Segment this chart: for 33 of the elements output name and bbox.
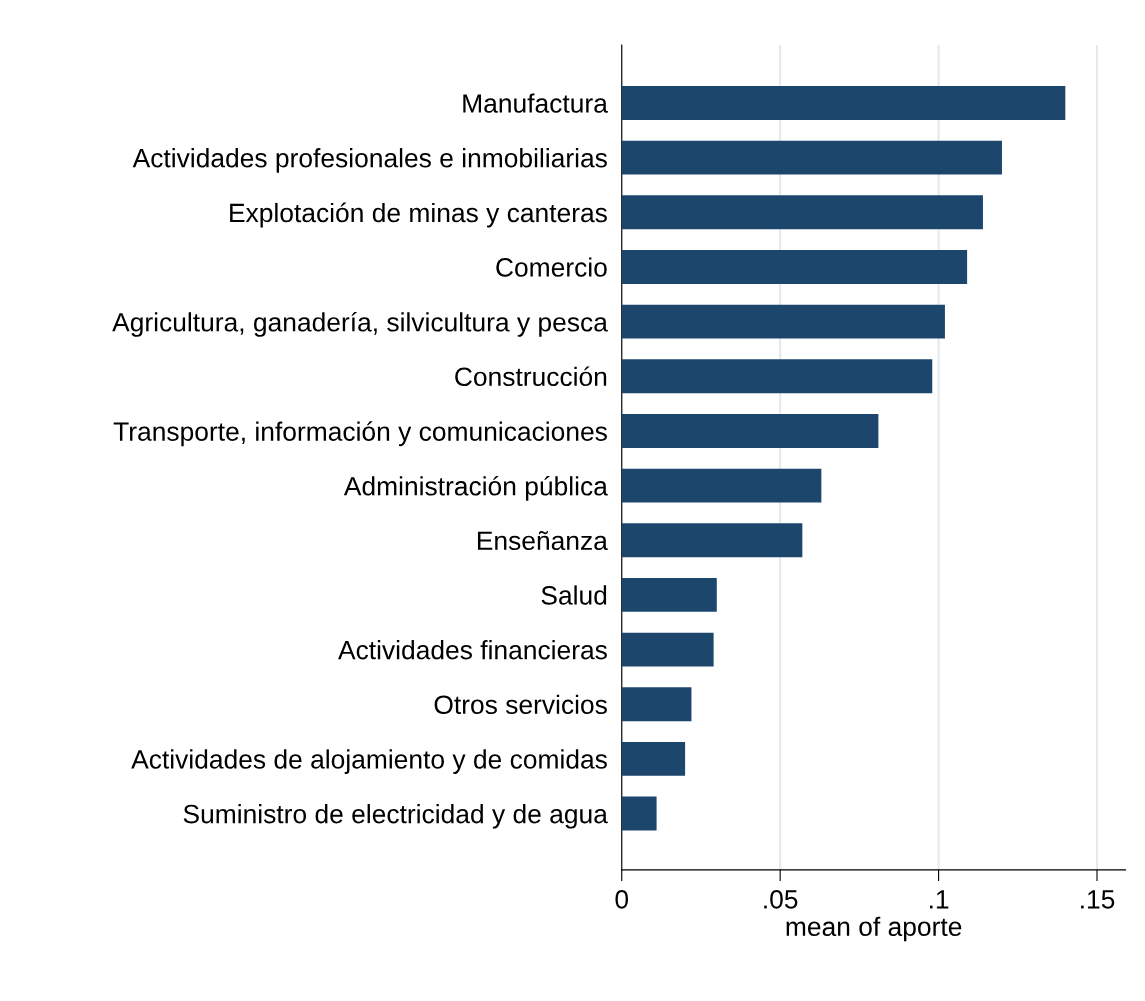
x-tick-label: .1 [930, 890, 949, 909]
bar [621, 304, 945, 339]
y-tick-label: Otros servicios [434, 694, 607, 715]
bar [621, 687, 692, 722]
bar [621, 86, 1066, 120]
bar [621, 414, 879, 448]
y-tick-label: Comercio [496, 257, 607, 277]
y-tick-label: Actividades profesionales e inmobiliarias [132, 148, 607, 173]
y-tick-label: Agricultura, ganadería, silvicultura y pesca [112, 311, 608, 337]
x-axis-title: mean of aporte [786, 916, 962, 942]
bar [621, 523, 803, 558]
bar [621, 796, 657, 831]
bar [621, 468, 822, 503]
bar [621, 359, 933, 394]
y-tick-label: Actividades de alojamiento y de comidas [131, 749, 607, 774]
bar [621, 250, 968, 284]
x-tick-label: 0 [615, 890, 629, 909]
y-tick-label: Suministro de electricidad y de agua [183, 804, 608, 829]
bar [621, 741, 686, 776]
y-tick-label: Transporte, información y comunicaciones [113, 421, 607, 447]
y-tick-label: Salud [541, 585, 607, 605]
y-tick-label: Explotación de minas y canteras [230, 202, 607, 228]
y-tick-label: Construcción [455, 366, 607, 387]
bar [621, 195, 983, 230]
bar [621, 577, 717, 612]
y-tick-label: Actividades financieras [338, 640, 607, 660]
x-tick-label: .05 [764, 890, 798, 909]
y-tick-label: Manufactura [463, 93, 608, 113]
bar [621, 632, 714, 667]
y-tick-label: Administración pública [343, 475, 608, 501]
x-tick-label: .15 [1081, 890, 1115, 909]
y-tick-label: Enseñanza [477, 530, 608, 551]
bar [621, 140, 1002, 175]
